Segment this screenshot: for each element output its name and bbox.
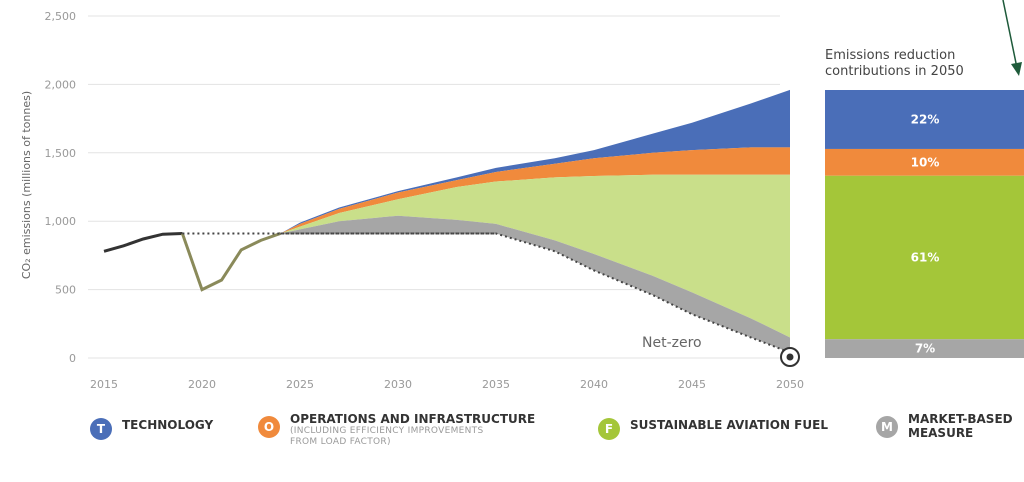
x-tick-label: 2020 (188, 378, 216, 391)
stack-segment (825, 90, 1024, 149)
stack-segment-label: 10% (911, 155, 940, 169)
operations-icon: O (258, 416, 280, 438)
stack-title-line-2: contributions in 2050 (825, 64, 964, 79)
technology-band (280, 89, 790, 234)
net-zero-label: Net-zero (642, 335, 702, 351)
historical-line (103, 232, 183, 253)
x-tick-label: 2015 (90, 378, 118, 391)
market-icon: M (876, 416, 898, 438)
x-tick-label: 2040 (580, 378, 608, 391)
stack-segment-label: 61% (911, 251, 940, 265)
x-tick-label: 2035 (482, 378, 510, 391)
legend-item-saf: F SUSTAINABLE AVIATION FUEL (598, 418, 828, 440)
y-tick-label: 2,000 (45, 78, 77, 91)
stack-segment (825, 339, 1024, 358)
y-axis-label: CO₂ emissions (millions of tonnes) (20, 91, 33, 279)
x-tick-label: 2025 (286, 378, 314, 391)
y-tick-label: 1,000 (45, 215, 77, 228)
legend-item-operations: O OPERATIONS AND INFRASTRUCTURE (INCLUDI… (258, 412, 535, 448)
y-tick-label: 500 (55, 284, 76, 297)
technology-icon: T (90, 418, 112, 440)
legend-sub-line-1: (INCLUDING EFFICIENCY IMPROVEMENTS (290, 426, 484, 436)
covid-dip-line (180, 232, 281, 292)
emission-bands (280, 89, 790, 353)
stack-segment (825, 175, 1024, 340)
reduction-stack-bar: Emissions reduction contributions in 205… (825, 48, 1024, 358)
x-tick-label: 2045 (678, 378, 706, 391)
y-tick-label: 0 (69, 352, 76, 365)
y-tick-label: 1,500 (45, 147, 77, 160)
legend-item-technology: T TECHNOLOGY (90, 418, 213, 440)
y-axis-ticks: 0 500 1,000 1,500 2,000 2,500 (45, 10, 77, 365)
stack-segment-label: 7% (915, 342, 935, 356)
x-tick-label: 2050 (776, 378, 804, 391)
stack-segment-label: 22% (911, 112, 940, 126)
x-axis-ticks: 2015 2020 2025 2030 2035 2040 2045 2050 (90, 378, 804, 391)
emission-lines (103, 232, 791, 354)
emissions-chart: 0 500 1,000 1,500 2,000 2,500 2015 2020 2025 203… (20, 0, 1024, 391)
legend-label: MARKET-BASED MEASURE (908, 412, 1013, 440)
arrow-icon (1002, 0, 1022, 76)
net-zero-icon (780, 347, 800, 367)
legend-item-market: M MARKET-BASED MEASURE (876, 412, 1013, 440)
legend: T TECHNOLOGY O OPERATIONS AND INFRASTRUC… (0, 412, 1024, 472)
net-zero-path-line (280, 232, 791, 354)
fuel-icon: F (598, 418, 620, 440)
legend-label: SUSTAINABLE AVIATION FUEL (630, 418, 828, 432)
legend-label: TECHNOLOGY (122, 418, 214, 432)
legend-sub-line-2: FROM LOAD FACTOR) (290, 437, 391, 447)
operations-band (280, 147, 790, 234)
stack-title-line-1: Emissions reduction (825, 48, 955, 63)
market-band (280, 215, 790, 353)
y-tick-label: 2,500 (45, 10, 77, 23)
legend-label: OPERATIONS AND INFRASTRUCTURE (290, 412, 536, 426)
stack-segment (825, 148, 1024, 176)
saf-band (280, 174, 790, 338)
x-tick-label: 2030 (384, 378, 412, 391)
